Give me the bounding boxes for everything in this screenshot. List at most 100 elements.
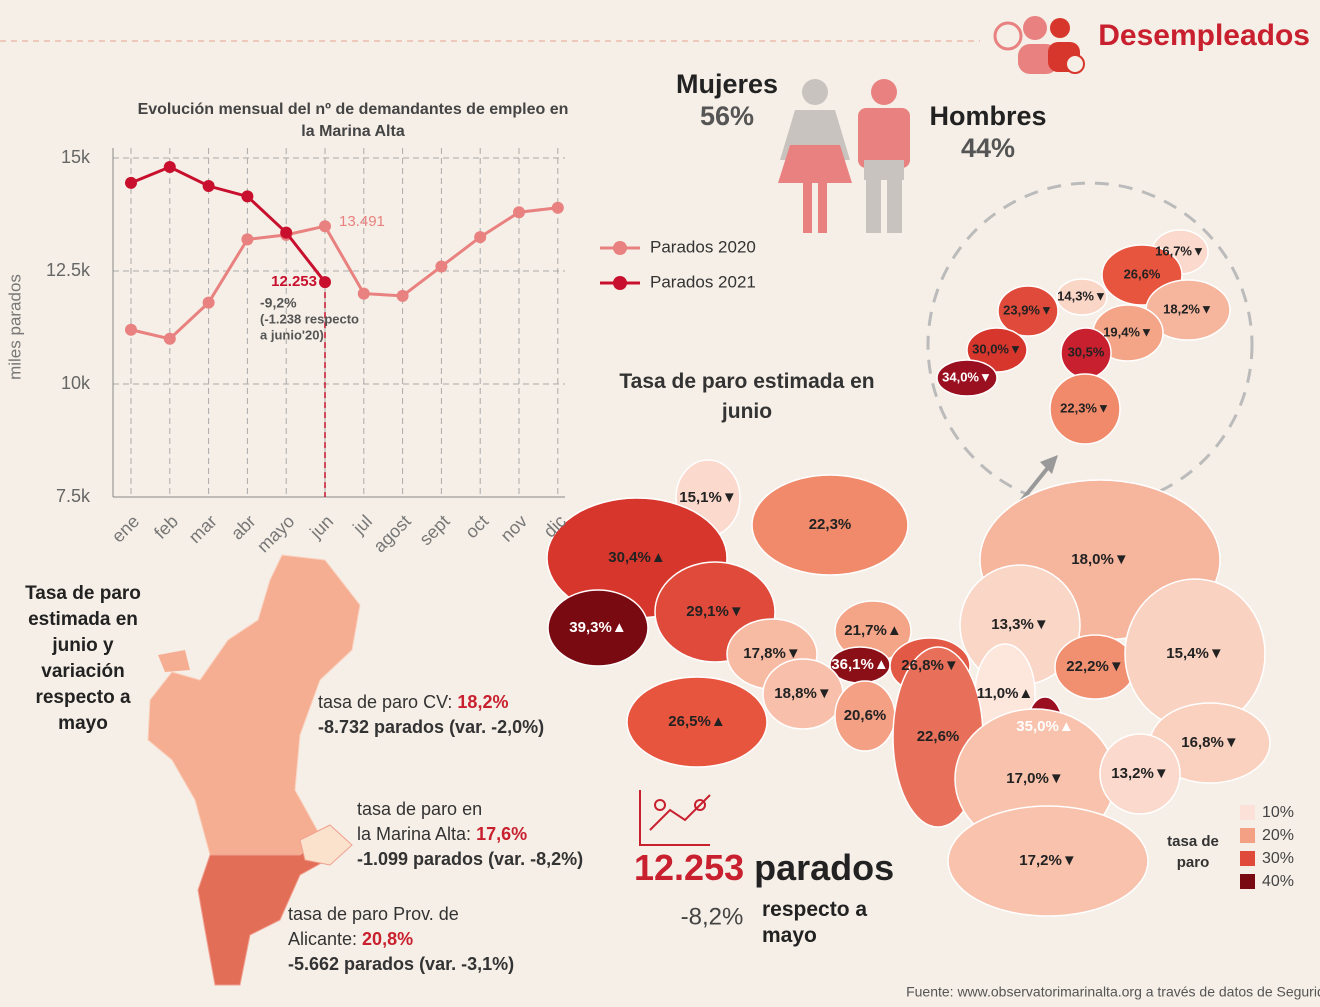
panel-text-part: -5.662 parados (var. -3,1%) [288,954,514,974]
legend-swatch [1240,805,1255,820]
panel-text-part: 20,8% [362,929,413,949]
region-label: 23,9%▼ [1003,302,1053,317]
series-line [130,165,327,284]
panel-text-part: Alicante: [288,929,362,949]
region-label: 36,1%▲ [831,656,888,673]
legend-label: Parados 2021 [650,272,756,291]
y-tick-label: 12.5k [46,260,91,280]
region-label: 18,8%▼ [774,685,831,702]
inset-arrow-head [1040,455,1058,474]
page-title: Desempleados [1098,19,1310,52]
region [626,676,768,768]
panel-text: tasa de paro CV: 18,2% -8.732 parados (va… [318,692,544,737]
region-label: 35,0%▲ [1016,718,1073,735]
legend-label: 20% [1262,827,1294,844]
region [547,589,649,667]
region-label: 17,0%▼ [1006,770,1063,787]
region-label: 22,3% [809,516,852,533]
region-label: 30,5% [1068,344,1105,359]
data-point [241,233,254,246]
region-label: 15,4%▼ [1166,645,1223,662]
data-point [202,296,215,309]
data-point [125,176,137,189]
data-point [202,180,215,193]
chart-title-line: la Marina Alta [301,123,405,140]
region [1056,278,1108,316]
region [936,359,998,397]
map-title-line: junio [721,400,772,423]
panel-text-part: tasa de paro CV: [318,692,457,712]
man-icon [858,79,910,233]
legend-swatch [1240,874,1255,889]
annotation: (-1.238 respecto [260,311,359,326]
region-label: 21,7%▲ [844,622,901,639]
region-label: 19,4%▼ [1103,324,1153,339]
region-label: 26,6% [1124,266,1161,281]
region [1099,733,1181,815]
map-title-line: Tasa de paro estimada en [619,370,874,393]
region-label: 15,1%▼ [679,489,736,506]
data-point [513,206,525,219]
legend-label: 30% [1262,850,1294,867]
region [751,474,909,576]
data-point [357,287,370,300]
summary-value: 12.253 [634,847,744,888]
region-label: 18,2%▼ [1163,301,1213,316]
summary-change: -8,2% [681,903,744,930]
region-label: 26,8%▼ [901,657,958,674]
source: Fuente: www.observatorimarinalta.org a t… [906,984,1320,1000]
data-point [319,220,331,233]
legend-dot [613,276,627,290]
legend-title-line: tasa de [1167,833,1219,850]
region-label: 17,2%▼ [1019,852,1076,869]
panel-text-part: 18,2% [457,692,508,712]
panel-text-part: -1.099 parados (var. -8,2%) [357,849,583,869]
region-label: 17,8%▼ [743,645,800,662]
region-label: 11,0%▲ [977,685,1034,702]
panel-title: Tasa de paro [25,583,141,604]
panel-text: tasa de paro en la Marina Alta: 17,6% -1.0… [357,799,583,869]
inset-circle [926,181,1254,509]
panel-text-part: 17,6% [476,824,527,844]
series-line [130,206,558,341]
summary-unit: parados [754,847,894,888]
data-point [474,231,487,244]
legend-title: tasa de paro [1167,833,1219,871]
region [947,805,1149,917]
y-axis-label: miles parados [5,274,24,380]
data-label: 13.491 [339,213,385,230]
header-icon [993,16,1085,74]
region-label: 39,3%▲ [569,619,626,636]
region-label: 22,3%▼ [1060,400,1110,415]
region-label: 13,2%▼ [1111,765,1168,782]
region-label: 16,7%▼ [1155,243,1205,258]
region-label: 16,8%▼ [1181,734,1238,751]
region [997,285,1059,337]
data-point [241,190,254,203]
data-point [435,260,448,273]
panel-text-part: la Marina Alta: [357,824,476,844]
comarcas-map: 15,1%▼ 22,3% 30,4%▲ 39,3%▲ 29,1%▼ 18,0%▼ 13,3%… [546,459,1271,917]
data-point [280,226,293,239]
region-label: 20,6% [844,707,887,724]
legend-label: 40% [1262,873,1294,890]
summary-change-line: respecto a [762,898,867,921]
panel-title: estimada en [28,609,138,630]
legend-dot [613,241,627,255]
annotation: a junio'20) [260,327,324,342]
panel-text-part: tasa de paro en [357,799,482,819]
panel-text-part: -8.732 parados (var. -2,0%) [318,717,544,737]
summary-change-line: mayo [762,924,817,947]
panel-title: mayo [58,713,108,734]
region-label: 13,3%▼ [991,616,1048,633]
region-label: 34,0%▼ [942,369,992,384]
data-point [163,332,176,345]
woman-icon [778,79,852,233]
panel-title: variación [41,661,124,682]
region-label: 30,4%▲ [608,549,665,566]
men-label: Hombres [929,101,1046,131]
y-tick-label: 15k [61,147,91,167]
women-label: Mujeres [676,69,778,99]
summary-change-label: respecto a mayo [762,898,867,947]
